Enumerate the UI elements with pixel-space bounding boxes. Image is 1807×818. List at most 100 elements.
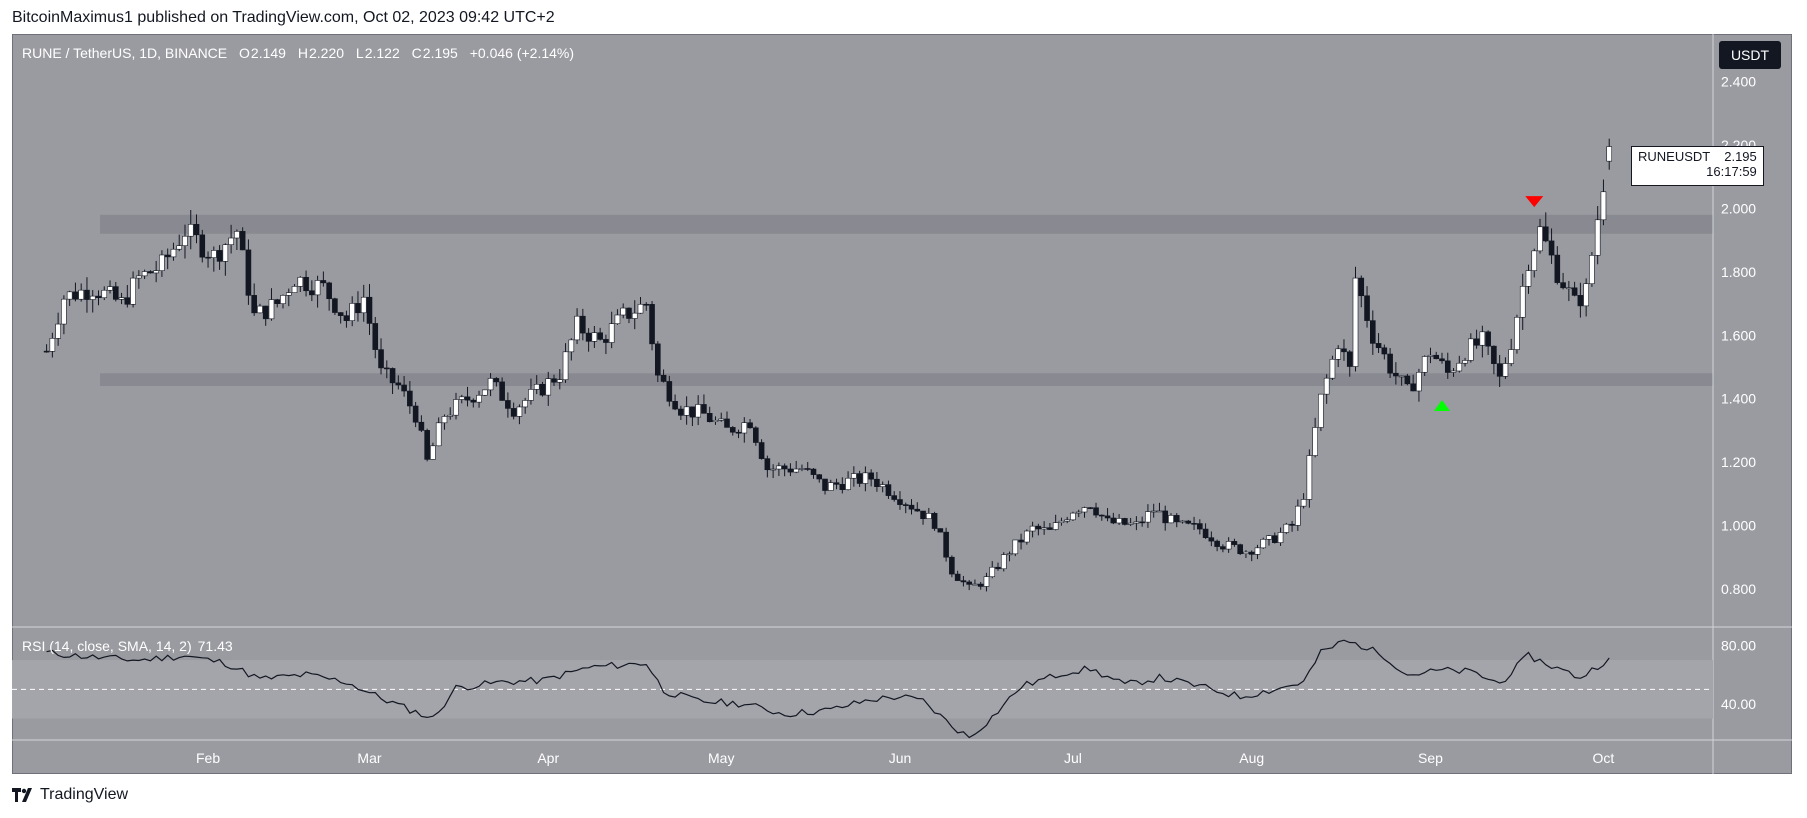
- candle: [1145, 504, 1151, 528]
- bear-candle-body: [1214, 540, 1220, 547]
- symbol-name[interactable]: RUNE / TetherUS, 1D, BINANCE: [22, 45, 228, 61]
- candle: [787, 463, 794, 477]
- candle: [574, 308, 580, 345]
- bear-candle-body: [626, 307, 632, 319]
- candle: [568, 338, 575, 361]
- bull-candle-body: [1398, 375, 1405, 378]
- publisher-line: BitcoinMaximus1 published on TradingView…: [12, 9, 555, 26]
- bull-candle-body: [1225, 541, 1232, 550]
- candle: [620, 303, 627, 319]
- candle: [753, 426, 759, 446]
- candle: [1035, 523, 1042, 536]
- rsi-title[interactable]: RSI (14, close, SMA, 14, 2): [22, 638, 192, 654]
- bear-candle-body: [470, 399, 477, 403]
- candle: [1352, 266, 1359, 372]
- candle: [136, 270, 142, 289]
- candle: [931, 511, 938, 531]
- bear-candle-body: [245, 249, 252, 296]
- candle: [741, 417, 748, 443]
- bear-candle-body: [920, 510, 926, 520]
- candle: [435, 417, 442, 447]
- candle: [343, 310, 350, 328]
- bull-candle-body: [1468, 338, 1474, 361]
- candle: [902, 502, 909, 514]
- candle: [539, 381, 546, 397]
- bear-candle-body: [1248, 551, 1255, 555]
- candle: [528, 378, 534, 405]
- candle: [182, 224, 188, 259]
- bull-candle-body: [545, 378, 552, 396]
- candle: [920, 510, 926, 525]
- bear-candle-body: [1018, 539, 1024, 543]
- bear-candle-body: [1087, 507, 1094, 509]
- candle: [1214, 539, 1220, 552]
- bear-candle-body: [954, 573, 961, 581]
- candle: [1283, 522, 1290, 534]
- candle: [72, 282, 79, 302]
- bear-candle-body: [1370, 320, 1376, 344]
- candle: [1202, 523, 1209, 539]
- candle: [510, 402, 517, 420]
- candle: [309, 280, 315, 302]
- bear-candle-body: [1381, 347, 1388, 355]
- bear-candle-body: [1289, 523, 1295, 526]
- candle: [395, 375, 402, 390]
- candle: [1318, 393, 1324, 432]
- candle: [1058, 517, 1065, 526]
- ohlc-legend: RUNE / TetherUS, 1D, BINANCE O2.149 H2.2…: [22, 45, 574, 61]
- candle: [291, 284, 298, 293]
- time-tick-label: Mar: [357, 750, 381, 766]
- footer-brand[interactable]: TradingView: [12, 786, 128, 804]
- bear-candle-body: [856, 473, 863, 484]
- price-tick-label: 2.000: [1721, 200, 1756, 216]
- candle: [1398, 375, 1405, 386]
- candle: [89, 290, 96, 313]
- candle: [326, 281, 332, 311]
- bull-candle-body: [620, 307, 627, 316]
- bull-candle-body: [1508, 349, 1514, 364]
- candle: [1341, 339, 1347, 361]
- last-price-tag: RUNEUSDT 2.195 16:17:59: [1631, 146, 1764, 186]
- bear-candle-body: [1433, 354, 1440, 360]
- candle: [1323, 374, 1330, 404]
- candle: [1427, 347, 1434, 364]
- time-tick-label: Jun: [889, 750, 912, 766]
- candle: [1375, 333, 1382, 353]
- candle: [378, 338, 384, 375]
- candle: [505, 392, 511, 418]
- candle: [908, 499, 915, 515]
- time-tick-label: Feb: [196, 750, 220, 766]
- bull-candle-body: [268, 299, 275, 320]
- candle: [412, 401, 419, 428]
- bear-candle-body: [672, 401, 678, 410]
- candle: [1116, 514, 1122, 525]
- candle: [1000, 552, 1007, 572]
- bull-candle-body: [107, 286, 113, 291]
- candle: [666, 375, 673, 407]
- candle: [949, 555, 955, 578]
- bear-candle-body: [205, 256, 211, 259]
- bull-candle-body: [631, 312, 638, 319]
- bull-candle-body: [222, 244, 229, 262]
- candle: [1029, 521, 1036, 538]
- bull-candle-body: [458, 396, 465, 400]
- bear-candle-body: [1208, 537, 1215, 542]
- bull-candle-body: [845, 477, 851, 490]
- close-value: 2.195: [422, 45, 458, 61]
- bear-candle-body: [1122, 518, 1128, 525]
- candle: [545, 371, 552, 406]
- bull-candle-body: [1064, 519, 1070, 522]
- bear-candle-body: [326, 282, 332, 299]
- candle: [476, 390, 482, 408]
- candle: [1156, 502, 1163, 513]
- candle: [614, 309, 621, 325]
- price-tick-label: 1.200: [1721, 454, 1756, 470]
- candle: [1502, 357, 1509, 379]
- candle: [1387, 348, 1393, 379]
- candle: [776, 462, 782, 476]
- bear-candle-body: [412, 405, 419, 423]
- bear-candle-body: [735, 431, 742, 434]
- bear-candle-body: [216, 250, 223, 262]
- currency-button[interactable]: USDT: [1719, 41, 1781, 69]
- candle: [1185, 519, 1192, 525]
